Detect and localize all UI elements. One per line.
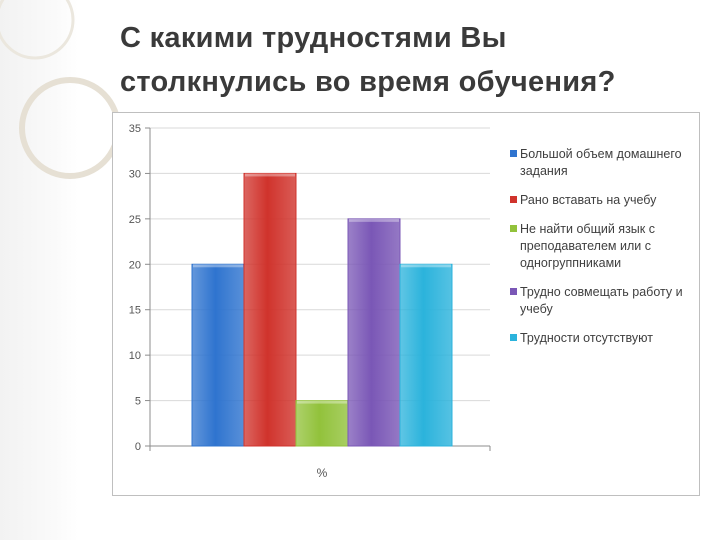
y-tick-label-30: 30	[129, 168, 141, 180]
legend-label-2: Рано вставать на учебу	[520, 193, 657, 207]
legend-swatch-2	[510, 196, 517, 203]
bar-4-highlight	[349, 218, 399, 222]
y-tick-label-25: 25	[129, 214, 141, 226]
bar-5	[399, 263, 453, 447]
x-axis-label: %	[317, 466, 328, 480]
bar-3	[295, 400, 349, 447]
y-tick-label-0: 0	[135, 441, 141, 453]
title-line-2: столкнулись во время обучения?	[120, 66, 616, 98]
legend-swatch-4	[510, 288, 517, 295]
bar-4	[347, 218, 401, 447]
bar-2	[243, 172, 297, 447]
legend-label-1: Большой объем домашнего задания	[520, 147, 682, 178]
legend-item-2: Рано вставать на учебу	[508, 192, 698, 209]
y-tick-label-10: 10	[129, 350, 141, 362]
y-tick-label-20: 20	[129, 259, 141, 271]
y-tick-label-15: 15	[129, 305, 141, 317]
legend-swatch-3	[510, 225, 517, 232]
legend-item-5: Трудности отсутствуют	[508, 330, 698, 347]
legend-item-4: Трудно совмещать работу и учебу	[508, 284, 698, 318]
legend-swatch-5	[510, 334, 517, 341]
legend-item-3: Не найти общий язык с преподавателем или…	[508, 221, 698, 272]
legend-label-5: Трудности отсутствуют	[520, 331, 653, 345]
title-line-1: С какими трудностями Вы	[120, 22, 507, 54]
bar-1	[191, 263, 245, 447]
bar-5-highlight	[401, 264, 451, 268]
legend-swatch-1	[510, 150, 517, 157]
y-tick-label-5: 5	[135, 396, 141, 408]
bar-1-highlight	[193, 264, 243, 268]
bar-3-highlight	[297, 400, 347, 404]
y-tick-label-35: 35	[129, 123, 141, 135]
deco-circle-small	[0, 0, 75, 60]
chart-legend: Большой объем домашнего задания Рано вста…	[508, 146, 698, 359]
legend-label-3: Не найти общий язык с преподавателем или…	[520, 222, 655, 270]
page-title: С какими трудностями Вы столкнулись во в…	[120, 16, 700, 104]
bar-2-highlight	[245, 173, 295, 177]
legend-item-1: Большой объем домашнего задания	[508, 146, 698, 180]
legend-label-4: Трудно совмещать работу и учебу	[520, 285, 683, 316]
